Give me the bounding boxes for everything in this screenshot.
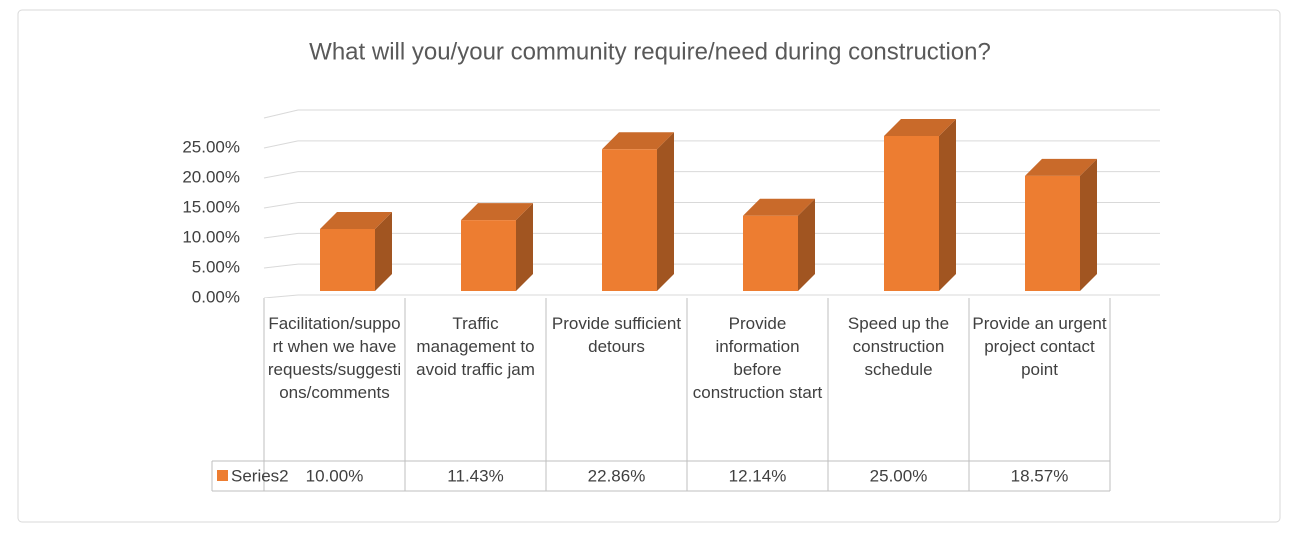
x-tick-label-box: Facilitation/support when we have reques…	[267, 314, 402, 402]
y-tick-label: 20.00%	[182, 167, 240, 186]
x-tick-label: Facilitation/support when we have reques…	[267, 314, 402, 402]
data-label: 12.14%	[729, 466, 787, 485]
x-tick-label-box: Provide sufficient detours	[551, 314, 682, 356]
legend-swatch	[217, 470, 228, 481]
bar-top	[320, 212, 392, 229]
y-tick-label: 15.00%	[182, 197, 240, 216]
bar-side	[1080, 158, 1097, 291]
bar	[743, 215, 798, 291]
bar-side	[516, 203, 533, 291]
grid-line-side	[263, 140, 299, 149]
x-tick-label: Provide information before construction …	[692, 314, 823, 402]
y-tick-label: 0.00%	[192, 287, 240, 306]
bar-side	[375, 212, 392, 291]
bar	[1025, 175, 1080, 291]
bar-top	[743, 198, 815, 216]
data-label: 22.86%	[588, 466, 646, 485]
legend-label: Series2	[231, 466, 289, 485]
bar-top	[884, 119, 956, 136]
y-tick-label: 10.00%	[182, 227, 240, 246]
x-tick-label-box: Speed up the construction schedule	[847, 314, 950, 379]
data-label: 25.00%	[870, 466, 928, 485]
bar	[884, 136, 939, 291]
x-tick-label: Speed up the construction schedule	[847, 314, 950, 379]
bar-side	[798, 198, 815, 291]
data-label: 18.57%	[1011, 466, 1069, 485]
bar-top	[1025, 158, 1097, 176]
bar-top	[602, 132, 674, 150]
grid-line-side	[263, 294, 299, 299]
bar-side	[657, 132, 674, 291]
y-tick-label: 25.00%	[182, 137, 240, 156]
grid-line-side	[263, 171, 299, 179]
x-tick-label: Provide an urgent project contact point	[972, 314, 1107, 379]
data-table: Facilitation/support when we have reques…	[211, 298, 1111, 492]
data-label: 11.43%	[447, 466, 503, 485]
data-label: 10.00%	[306, 466, 364, 485]
x-tick-label-box: Provide an urgent project contact point	[972, 314, 1107, 379]
x-tick-label-box: Traffic management to avoid traffic jam	[416, 314, 535, 379]
grid-line-side	[263, 263, 299, 269]
bar-top	[461, 203, 533, 221]
y-tick-label: 5.00%	[192, 257, 240, 276]
bar	[320, 229, 375, 291]
x-tick-label-box: Provide information before construction …	[692, 314, 823, 402]
bar	[461, 220, 516, 291]
grid-line-side	[263, 202, 299, 209]
wall-side	[263, 109, 299, 119]
chart-title: What will you/your community require/nee…	[309, 38, 991, 65]
bar-side	[939, 119, 956, 291]
x-tick-label: Traffic management to avoid traffic jam	[416, 314, 535, 379]
grid-line-side	[263, 232, 299, 239]
bar	[602, 149, 657, 291]
x-tick-label: Provide sufficient detours	[551, 314, 682, 356]
